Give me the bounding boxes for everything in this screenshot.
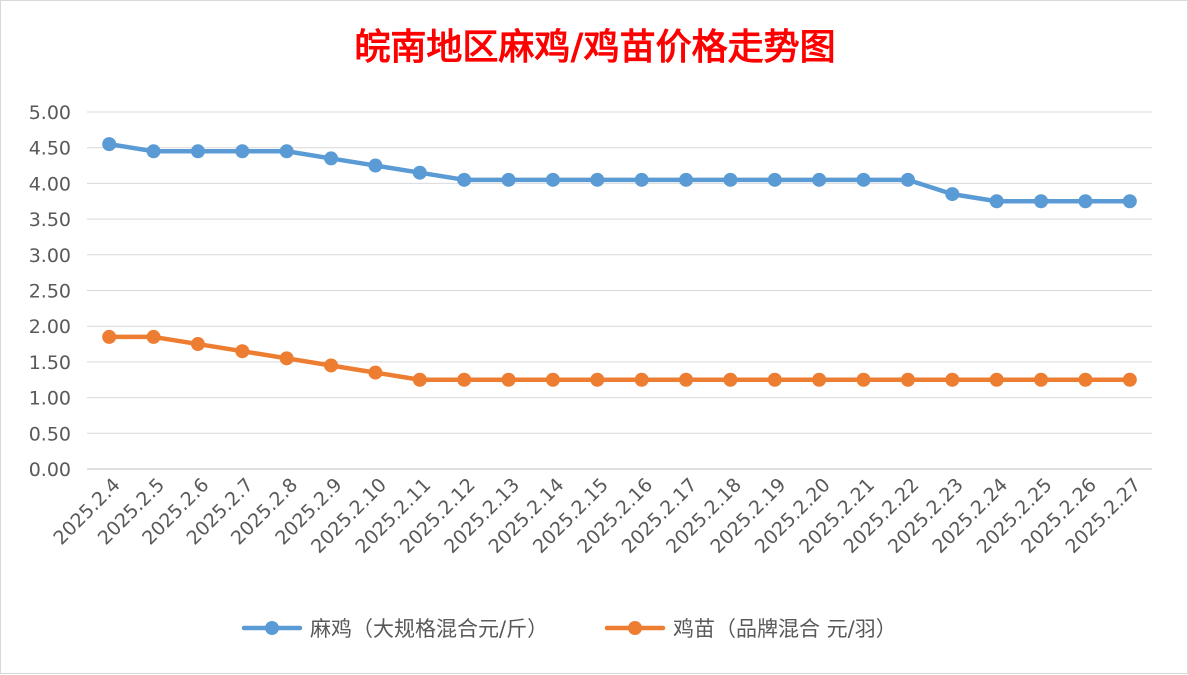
data-point-series-1 [457,172,472,187]
y-tick-label: 0.00 [29,459,71,481]
data-point-series-1 [279,144,294,159]
data-point-series-2 [102,329,117,344]
data-point-series-2 [146,329,161,344]
data-point-series-1 [1034,194,1049,209]
legend-label-2: 鸡苗（品牌混合 元/羽） [673,617,897,641]
data-point-series-1 [146,144,161,159]
data-point-series-2 [856,372,871,387]
data-point-series-2 [812,372,827,387]
data-point-series-2 [723,372,738,387]
y-tick-label: 3.00 [29,245,71,267]
data-point-series-1 [501,172,516,187]
data-point-series-1 [190,144,205,159]
data-point-series-2 [679,372,694,387]
data-point-series-1 [368,158,383,173]
y-tick-label: 0.50 [29,423,71,445]
data-point-series-2 [190,337,205,352]
data-point-series-2 [368,365,383,380]
data-point-series-2 [457,372,472,387]
data-point-series-2 [1122,372,1137,387]
data-point-series-1 [723,172,738,187]
y-tick-label: 1.50 [29,352,71,374]
data-point-series-2 [279,351,294,366]
data-point-series-1 [412,165,427,180]
data-point-series-2 [324,358,339,373]
chart-title: 皖南地区麻鸡/鸡苗价格走势图 [354,26,835,68]
legend-marker-1 [265,621,279,635]
x-axis: 2025.2.42025.2.52025.2.62025.2.72025.2.8… [49,474,1145,558]
data-point-series-1 [679,172,694,187]
data-point-series-1 [590,172,605,187]
series-line-1 [106,141,1133,204]
y-tick-label: 2.50 [29,281,71,303]
data-point-series-2 [634,372,649,387]
data-point-series-1 [235,144,250,159]
data-point-series-2 [1078,372,1093,387]
data-point-series-2 [545,372,560,387]
data-point-series-1 [767,172,782,187]
data-point-series-1 [1122,194,1137,209]
y-tick-label: 2.00 [29,316,71,338]
y-axis: 0.00 0.50 1.00 1.50 2.00 2.50 3.00 3.50 4.00 4.50… [29,102,71,481]
y-tick-label: 4.50 [29,138,71,160]
legend: 麻鸡（大规格混合元/斤） 鸡苗（品牌混合 元/羽） [241,617,897,641]
data-point-series-1 [945,187,960,202]
data-point-series-2 [900,372,915,387]
data-point-series-1 [102,137,117,152]
data-point-series-2 [989,372,1004,387]
data-point-series-1 [856,172,871,187]
legend-marker-2 [628,621,642,635]
y-tick-label: 5.00 [29,102,71,124]
plot-area [102,137,1137,387]
data-point-series-1 [989,194,1004,209]
grid-layer [87,111,1152,470]
data-point-series-2 [767,372,782,387]
data-point-series-1 [900,172,915,187]
data-point-series-2 [501,372,516,387]
y-tick-label: 3.50 [29,209,71,231]
data-point-series-1 [1078,194,1093,209]
y-tick-label: 4.00 [29,173,71,195]
data-point-series-2 [235,344,250,359]
data-point-series-2 [590,372,605,387]
legend-label-1: 麻鸡（大规格混合元/斤） [310,617,548,641]
data-point-series-1 [812,172,827,187]
y-tick-label: 1.00 [29,388,71,410]
data-point-series-1 [324,151,339,166]
data-point-series-2 [1034,372,1049,387]
data-point-series-1 [634,172,649,187]
data-point-series-1 [545,172,560,187]
data-point-series-2 [945,372,960,387]
series-line-2 [106,334,1133,382]
data-point-series-2 [412,372,427,387]
